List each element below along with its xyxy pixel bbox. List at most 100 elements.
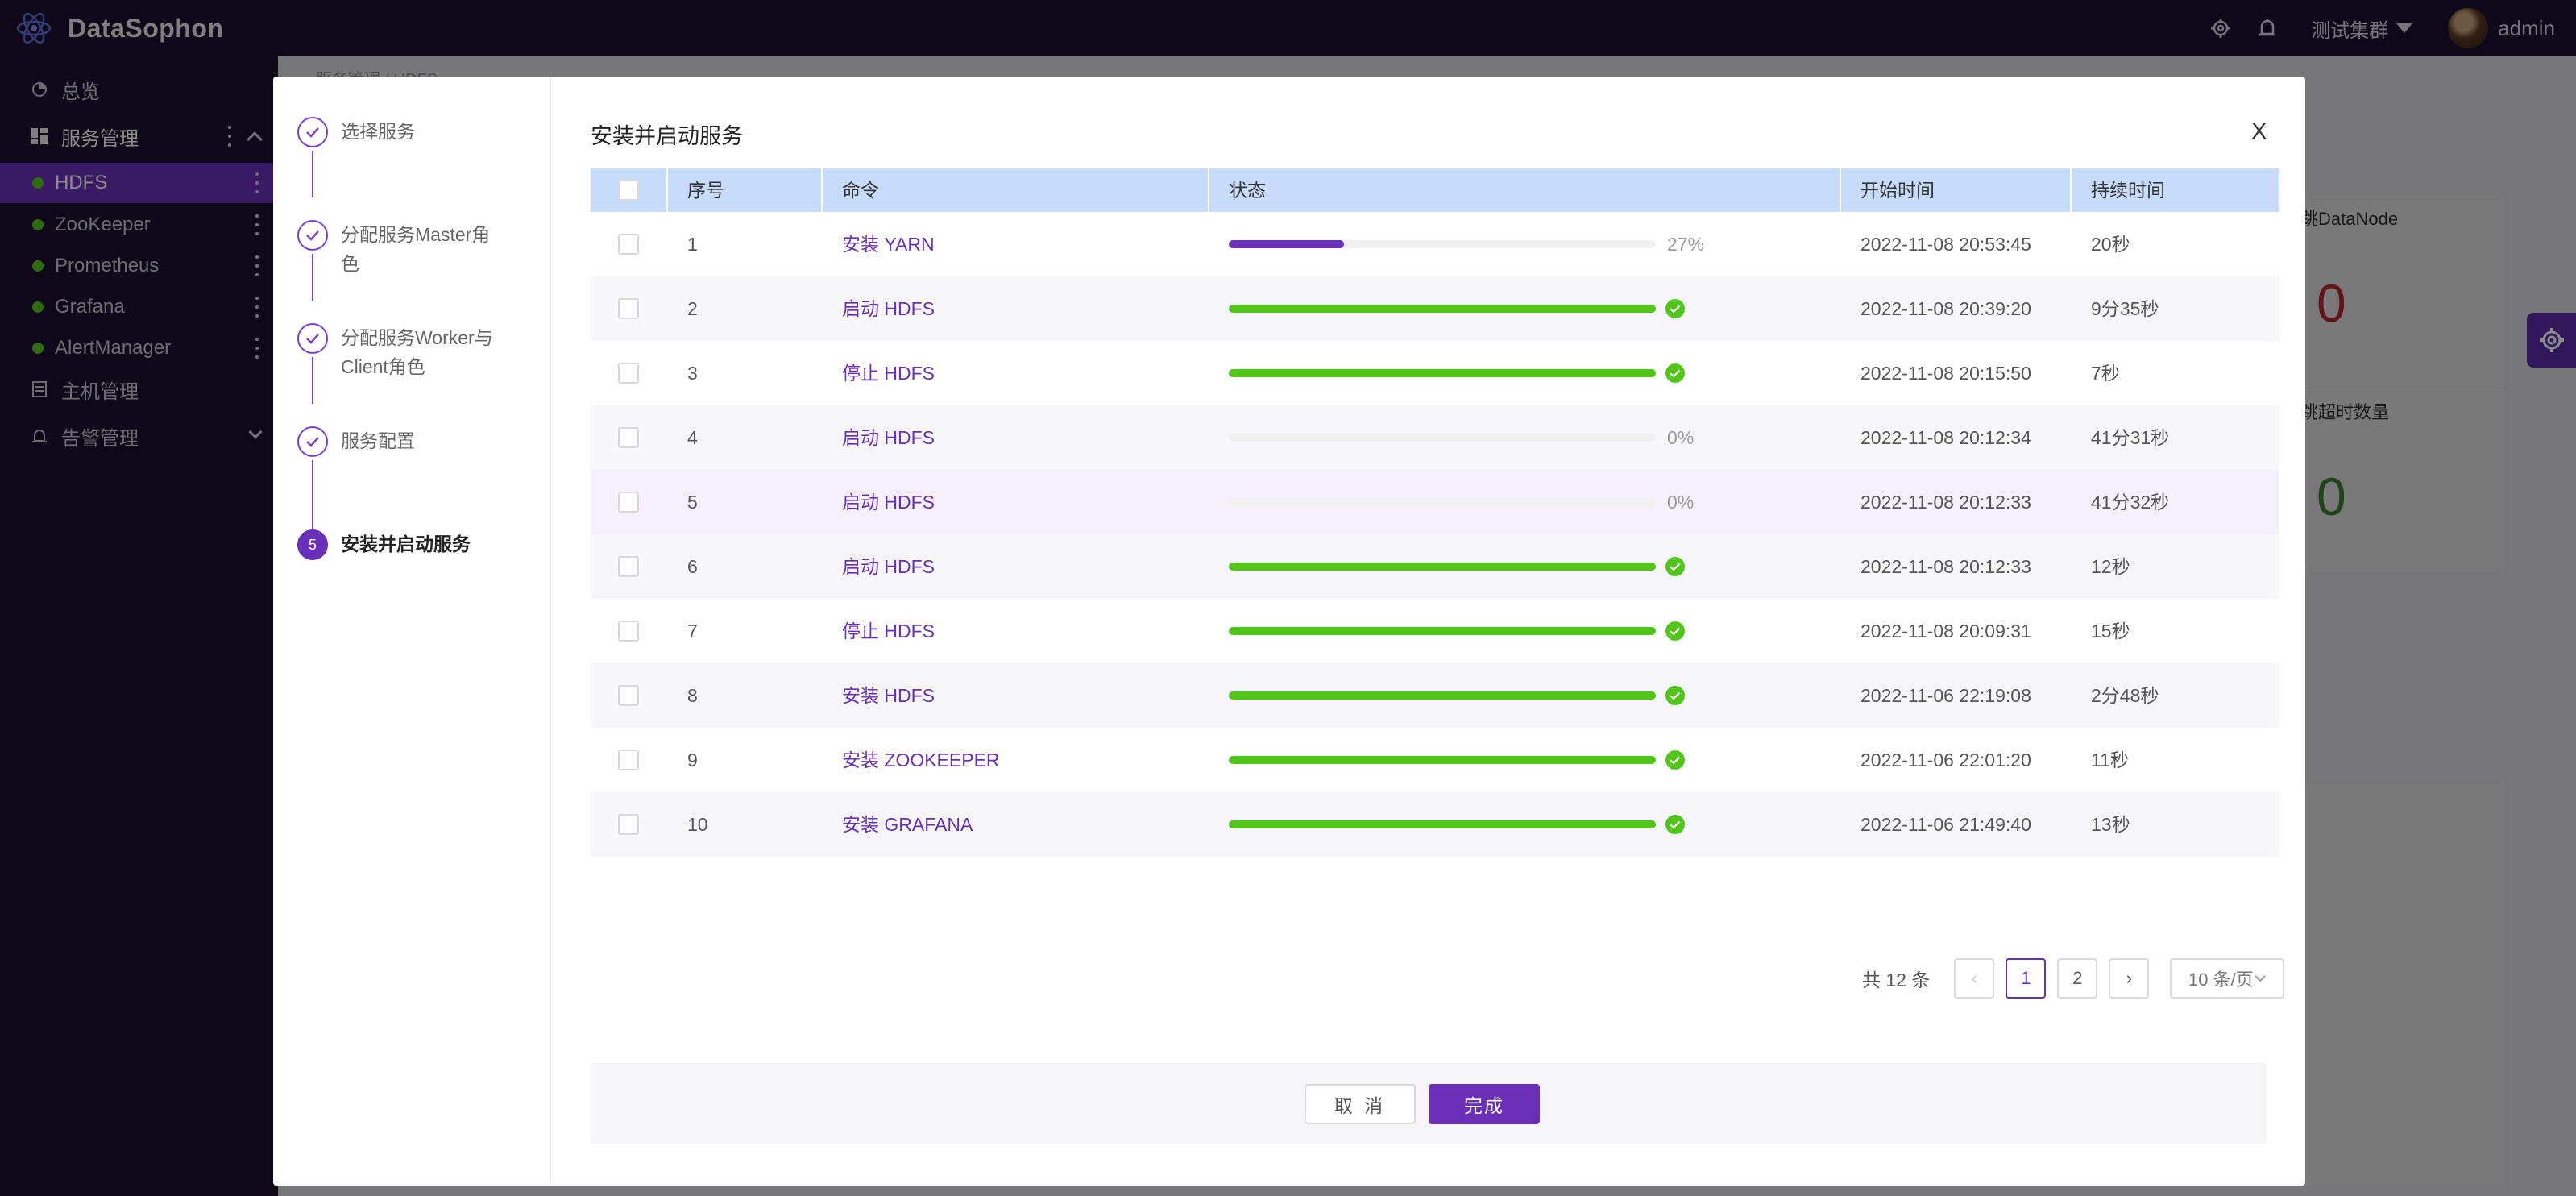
page-size-select[interactable]: 10 条/页	[2170, 958, 2285, 999]
step-select-service[interactable]: 选择服务	[297, 117, 502, 147]
success-check-icon	[1665, 621, 1685, 641]
sidebar-item-label: Prometheus	[55, 255, 160, 276]
more-options-icon[interactable]	[255, 338, 260, 359]
step-service-config[interactable]: 服务配置	[297, 426, 502, 457]
start-time: 2022-11-08 20:09:31	[1860, 621, 2031, 642]
brand[interactable]: DataSophon	[15, 9, 223, 48]
row-checkbox[interactable]	[618, 621, 639, 642]
total-count: 共 12 条	[1862, 970, 1931, 990]
card-title: 跳DataNode	[2300, 209, 2399, 229]
command-link[interactable]: 安装 YARN	[842, 234, 935, 255]
close-button[interactable]: X	[2251, 118, 2267, 143]
start-time: 2022-11-08 20:12:33	[1860, 492, 2031, 513]
more-options-icon[interactable]	[255, 297, 260, 318]
column-header: 开始时间	[1840, 168, 2070, 212]
sidebar-item-zookeeper[interactable]: ZooKeeper	[0, 205, 278, 245]
progress-bar	[1229, 820, 1656, 828]
duration: 7秒	[2091, 363, 2120, 384]
command-link[interactable]: 安装 ZOOKEEPER	[842, 750, 1000, 770]
sidebar-item-grafana[interactable]: Grafana	[0, 287, 278, 327]
success-check-icon	[1665, 750, 1685, 770]
duration: 9分35秒	[2091, 298, 2159, 319]
progress-bar	[1229, 498, 1656, 506]
next-page-button[interactable]: ›	[2109, 958, 2150, 999]
row-checkbox[interactable]	[618, 492, 639, 513]
page-2-button[interactable]: 2	[2057, 958, 2098, 999]
command-link[interactable]: 启动 HDFS	[842, 492, 935, 513]
settings-icon[interactable]	[2209, 17, 2232, 39]
table-row: 5 启动 HDFS 2022-11-08 20:12:33 41分32秒 0%	[591, 470, 2279, 534]
row-index: 2	[687, 298, 698, 319]
user-name[interactable]: admin	[2498, 15, 2555, 40]
progress-fill	[1229, 305, 1656, 313]
progress-percent: 0%	[1667, 427, 1695, 448]
more-options-icon[interactable]	[255, 172, 260, 193]
more-options-icon[interactable]	[255, 255, 260, 276]
check-icon	[297, 426, 328, 457]
more-options-icon[interactable]	[255, 214, 260, 235]
status-dot-icon	[32, 301, 44, 313]
command-link[interactable]: 启动 HDFS	[842, 298, 935, 319]
sidebar-item-host-management[interactable]: 主机管理	[0, 369, 278, 409]
progress-percent: 0%	[1667, 492, 1695, 513]
caret-down-icon[interactable]	[2396, 23, 2413, 33]
duration: 41分32秒	[2091, 492, 2170, 513]
row-checkbox[interactable]	[618, 363, 639, 384]
command-link[interactable]: 停止 HDFS	[842, 621, 935, 642]
wizard-steps: 选择服务 分配服务Master角色 分配服务Worker与Client角色 服务…	[273, 77, 551, 1186]
sidebar-item-label: Grafana	[55, 296, 125, 318]
row-checkbox[interactable]	[618, 685, 639, 706]
top-bar: DataSophon 测试集群 admin	[0, 0, 2576, 56]
row-checkbox[interactable]	[618, 750, 639, 770]
progress-fill	[1229, 820, 1656, 828]
cancel-button[interactable]: 取 消	[1305, 1084, 1416, 1124]
start-time: 2022-11-08 20:15:50	[1860, 363, 2031, 384]
row-checkbox[interactable]	[618, 427, 639, 448]
step-label: 服务配置	[341, 430, 415, 451]
status-dot-icon	[32, 177, 44, 189]
row-index: 1	[687, 234, 698, 255]
command-link[interactable]: 安装 GRAFANA	[842, 814, 973, 835]
apps-grid-icon	[31, 127, 48, 145]
command-link[interactable]: 停止 HDFS	[842, 363, 935, 384]
sidebar-item-prometheus[interactable]: Prometheus	[0, 246, 278, 286]
success-check-icon	[1665, 557, 1685, 576]
row-index: 8	[687, 685, 698, 706]
row-checkbox[interactable]	[618, 556, 639, 577]
timeout-card: 跳超时数量 0	[2300, 388, 2505, 572]
alarm-bell-icon[interactable]	[2256, 17, 2279, 39]
row-index: 9	[687, 750, 698, 770]
command-table: 序号 命令 状态 开始时间 持续时间 1 安装 YARN 2022-11-08 20…	[591, 168, 2279, 857]
sidebar-item-label: AlertManager	[55, 337, 172, 359]
step-assign-master[interactable]: 分配服务Master角色	[297, 220, 502, 278]
finish-button[interactable]: 完成	[1429, 1084, 1540, 1124]
status-dot-icon	[32, 219, 44, 230]
step-install-start[interactable]: 5 安装并启动服务	[297, 529, 502, 560]
settings-drawer-tab[interactable]	[2527, 313, 2576, 368]
sidebar: 总览 服务管理 HDFS ZooKeeper Prometheus Grafan…	[0, 56, 278, 1196]
sidebar-item-hdfs[interactable]: HDFS	[0, 163, 278, 203]
avatar[interactable]	[2448, 8, 2489, 48]
sidebar-item-overview[interactable]: 总览	[0, 69, 278, 110]
prev-page-button[interactable]: ‹	[1954, 958, 1995, 999]
sidebar-item-alertmanager[interactable]: AlertManager	[0, 328, 278, 368]
more-options-icon[interactable]	[228, 126, 233, 147]
command-link[interactable]: 安装 HDFS	[842, 685, 935, 706]
start-time: 2022-11-08 20:53:45	[1860, 234, 2031, 255]
check-icon	[297, 323, 328, 354]
progress-bar	[1229, 434, 1656, 442]
step-assign-worker[interactable]: 分配服务Worker与Client角色	[297, 323, 502, 381]
command-link[interactable]: 启动 HDFS	[842, 556, 935, 577]
sidebar-item-alert-management[interactable]: 告警管理	[0, 416, 278, 456]
modal-footer: 取 消 完成	[591, 1063, 2267, 1144]
row-checkbox[interactable]	[618, 234, 639, 255]
cluster-selector[interactable]: 测试集群	[2311, 19, 2389, 42]
sidebar-item-service-management[interactable]: 服务管理	[0, 116, 278, 156]
duration: 15秒	[2091, 621, 2130, 642]
row-checkbox[interactable]	[618, 298, 639, 319]
page-1-button[interactable]: 1	[2006, 958, 2047, 999]
row-checkbox[interactable]	[618, 814, 639, 835]
command-link[interactable]: 启动 HDFS	[842, 427, 935, 448]
select-all-checkbox[interactable]	[618, 180, 639, 201]
sidebar-item-label: HDFS	[55, 172, 108, 193]
